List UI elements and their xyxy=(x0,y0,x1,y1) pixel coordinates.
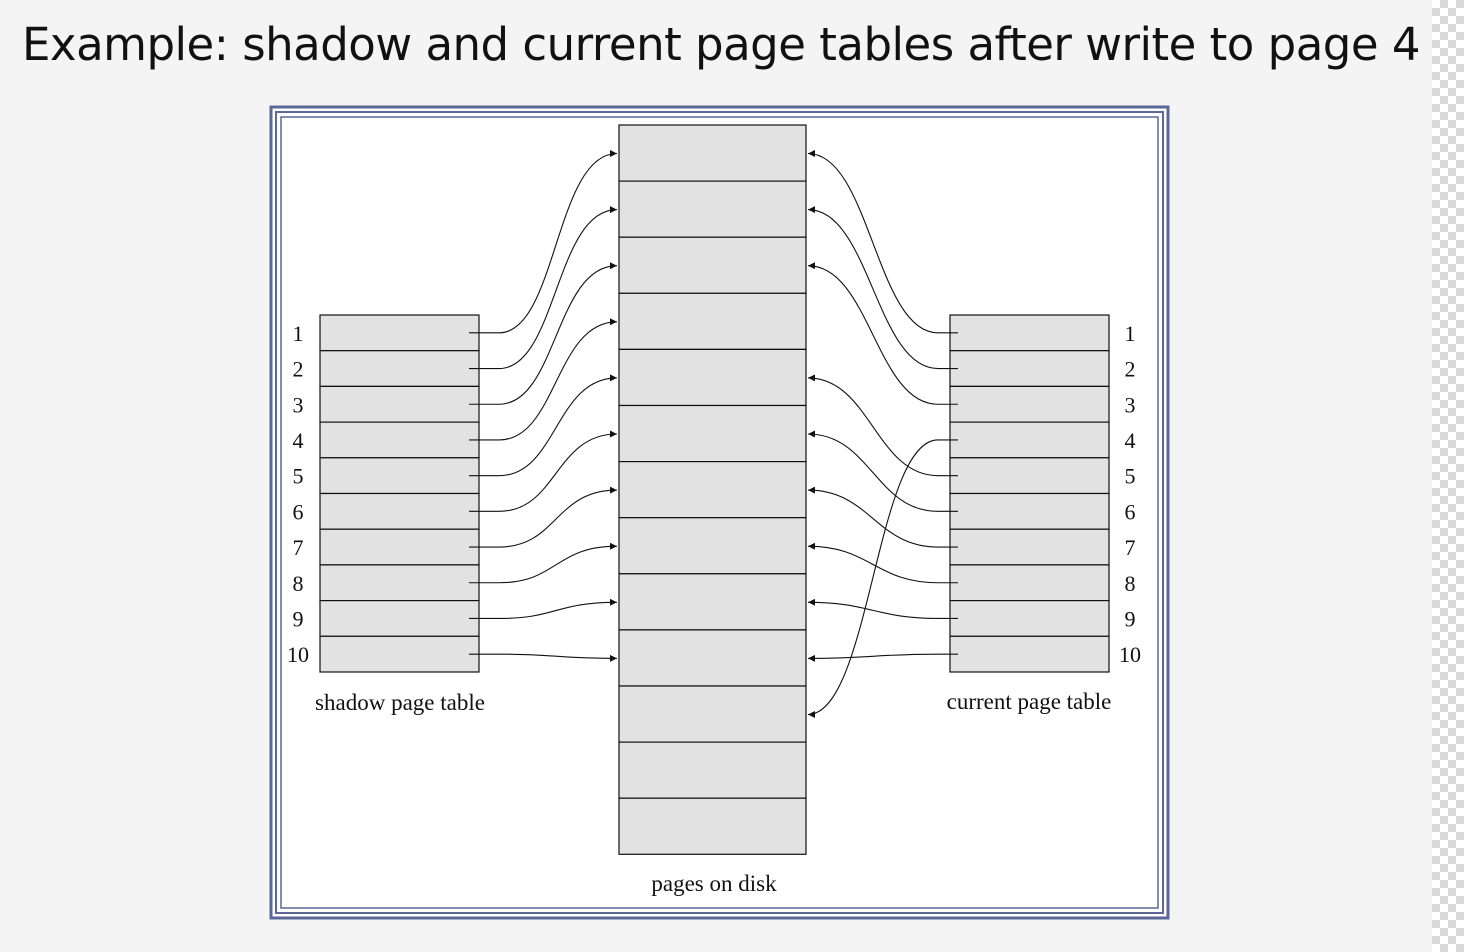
current-entry-cell-1 xyxy=(950,315,1109,351)
current-entry-cell-9 xyxy=(950,601,1109,637)
shadow-row-number: 3 xyxy=(293,392,304,417)
current-entry-cell-10 xyxy=(950,636,1109,672)
shadow-entry-cell-8 xyxy=(320,565,479,601)
current-entry-cell-4 xyxy=(950,422,1109,458)
disk-page-12 xyxy=(619,742,806,798)
shadow-row-number: 8 xyxy=(293,571,304,596)
shadow-entry-cell-2 xyxy=(320,351,479,387)
current-row-number: 10 xyxy=(1119,642,1141,667)
disk-page-4 xyxy=(619,293,806,349)
shadow-entry-cell-4 xyxy=(320,422,479,458)
current-row-number: 2 xyxy=(1125,357,1136,382)
current-entry-cell-5 xyxy=(950,458,1109,494)
disk-page-9 xyxy=(619,574,806,630)
shadow-row-number: 2 xyxy=(293,357,304,382)
disk-page-13 xyxy=(619,798,806,854)
disk-page-7 xyxy=(619,462,806,518)
shadow-table-label: shadow page table xyxy=(315,690,485,715)
shadow-entry-cell-10 xyxy=(320,636,479,672)
shadow-entry-cell-1 xyxy=(320,315,479,351)
current-entry-cell-8 xyxy=(950,565,1109,601)
current-row-number: 5 xyxy=(1125,464,1136,489)
current-entry-cell-6 xyxy=(950,494,1109,530)
shadow-entry-cell-3 xyxy=(320,386,479,422)
current-row-number: 8 xyxy=(1125,571,1136,596)
current-row-number: 6 xyxy=(1125,499,1136,524)
disk-page-3 xyxy=(619,237,806,293)
disk-page-11 xyxy=(619,686,806,742)
current-row-number: 9 xyxy=(1125,606,1136,631)
transparency-edge xyxy=(1432,0,1464,952)
current-page-table xyxy=(950,315,1109,672)
shadow-row-number: 4 xyxy=(293,428,304,453)
shadow-row-number: 9 xyxy=(293,606,304,631)
disk-page-5 xyxy=(619,349,806,405)
shadow-row-number: 10 xyxy=(287,642,309,667)
disk-page-8 xyxy=(619,518,806,574)
current-entry-cell-2 xyxy=(950,351,1109,387)
current-entry-cell-3 xyxy=(950,386,1109,422)
current-row-number: 4 xyxy=(1125,428,1136,453)
shadow-entry-cell-6 xyxy=(320,494,479,530)
disk-label: pages on disk xyxy=(651,871,777,896)
current-entry-cell-7 xyxy=(950,529,1109,565)
current-table-label: current page table xyxy=(947,689,1112,714)
shadow-row-number: 5 xyxy=(293,464,304,489)
shadow-entry-cell-9 xyxy=(320,601,479,637)
current-row-number: 1 xyxy=(1125,321,1136,346)
shadow-paging-diagram: 1 2 3 4 5 6 7 8 9 10 1 2 3 4 5 6 7 8 9 10 shadow page tabl… xyxy=(0,0,1432,952)
shadow-row-number: 7 xyxy=(293,535,304,560)
current-row-number: 3 xyxy=(1125,392,1136,417)
shadow-row-number: 6 xyxy=(293,499,304,524)
disk-page-2 xyxy=(619,181,806,237)
shadow-entry-cell-7 xyxy=(320,529,479,565)
shadow-entry-cell-5 xyxy=(320,458,479,494)
current-row-number: 7 xyxy=(1125,535,1136,560)
shadow-row-number: 1 xyxy=(293,321,304,346)
pages-on-disk xyxy=(619,125,806,854)
disk-page-6 xyxy=(619,406,806,462)
shadow-page-table xyxy=(320,315,479,672)
disk-page-10 xyxy=(619,630,806,686)
disk-page-1 xyxy=(619,125,806,181)
